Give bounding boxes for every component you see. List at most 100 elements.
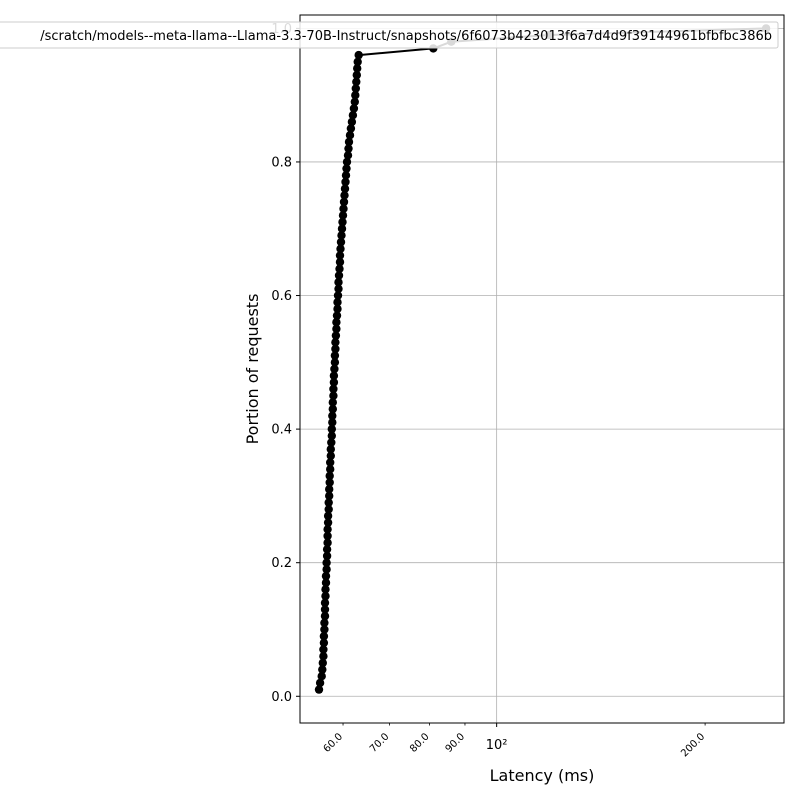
data-point bbox=[336, 244, 345, 253]
data-point bbox=[333, 304, 342, 314]
x-minor-tick-label: 200.0 bbox=[679, 731, 707, 759]
data-point bbox=[323, 538, 332, 547]
data-point bbox=[333, 291, 343, 300]
data-point bbox=[342, 157, 352, 167]
data-point bbox=[340, 184, 350, 193]
data-point bbox=[328, 411, 337, 420]
legend: /scratch/models--meta-llama--Llama-3.3-7… bbox=[0, 21, 779, 49]
data-point bbox=[329, 371, 339, 380]
data-point bbox=[339, 197, 349, 207]
data-point bbox=[322, 565, 331, 574]
x-minor-tick-label: 60.0 bbox=[322, 731, 346, 755]
y-axis-ticks: 0.00.20.40.60.81.0 bbox=[271, 22, 300, 705]
data-point bbox=[345, 131, 355, 140]
y-tick-label: 0.4 bbox=[271, 423, 292, 438]
data-point bbox=[352, 70, 361, 80]
data-point bbox=[325, 485, 334, 494]
data-point bbox=[332, 318, 341, 327]
data-point bbox=[326, 465, 335, 474]
data-point bbox=[341, 177, 350, 187]
data-point bbox=[344, 144, 353, 153]
data-point bbox=[334, 278, 343, 287]
y-tick-label: 0.6 bbox=[271, 289, 292, 304]
data-point bbox=[340, 191, 349, 200]
data-point bbox=[318, 665, 327, 674]
data-point bbox=[320, 605, 330, 614]
data-point bbox=[330, 351, 340, 360]
data-point bbox=[323, 511, 333, 521]
data-point bbox=[335, 257, 345, 267]
data-point bbox=[335, 264, 344, 273]
data-point bbox=[347, 117, 357, 127]
data-point bbox=[326, 458, 335, 467]
data-point bbox=[328, 404, 337, 414]
data-point bbox=[328, 418, 337, 427]
data-point bbox=[332, 324, 341, 334]
data-point bbox=[326, 451, 335, 460]
data-point bbox=[352, 77, 361, 87]
legend-box bbox=[0, 21, 779, 49]
data-point bbox=[331, 338, 340, 347]
data-point bbox=[327, 424, 336, 434]
data-point bbox=[320, 625, 329, 634]
data-point bbox=[321, 591, 330, 601]
data-point bbox=[326, 445, 335, 454]
data-point bbox=[318, 658, 327, 668]
data-point bbox=[322, 558, 331, 567]
data-point bbox=[324, 498, 333, 507]
data-point bbox=[344, 137, 354, 147]
data-point bbox=[331, 331, 341, 340]
data-point bbox=[324, 505, 333, 514]
data-point bbox=[327, 438, 336, 447]
data-point bbox=[332, 311, 342, 320]
x-axis-ticks: 10² 60.0 70.0 80.0 90.0 200.0 bbox=[322, 723, 707, 759]
data-point bbox=[323, 525, 332, 534]
data-point bbox=[342, 164, 351, 173]
data-point bbox=[337, 231, 346, 240]
data-point bbox=[325, 478, 334, 487]
data-point bbox=[351, 84, 360, 93]
plot-area bbox=[300, 15, 784, 723]
data-point bbox=[321, 585, 330, 594]
data-point bbox=[338, 211, 348, 220]
data-point bbox=[320, 598, 330, 607]
data-point bbox=[328, 398, 337, 407]
data-point bbox=[321, 571, 331, 581]
data-point bbox=[346, 124, 356, 133]
y-tick-label: 0.2 bbox=[271, 556, 292, 571]
data-point bbox=[329, 378, 339, 387]
data-point bbox=[315, 678, 325, 688]
data-point bbox=[327, 431, 336, 440]
data-point bbox=[330, 358, 340, 367]
x-major-tick-label: 10² bbox=[486, 738, 508, 753]
data-point bbox=[353, 57, 362, 66]
x-minor-tick-label: 70.0 bbox=[368, 731, 392, 755]
data-point bbox=[323, 531, 332, 541]
x-minor-tick-label: 80.0 bbox=[408, 731, 432, 755]
plot-frame bbox=[299, 14, 785, 724]
data-point bbox=[341, 171, 351, 180]
data-point bbox=[350, 97, 359, 107]
data-point bbox=[322, 545, 332, 554]
data-point bbox=[323, 518, 333, 527]
data-point bbox=[317, 672, 326, 681]
data-point bbox=[335, 251, 345, 260]
data-point bbox=[333, 298, 342, 307]
data-point bbox=[336, 237, 346, 247]
y-axis-title: Portion of requests bbox=[243, 294, 262, 445]
data-point bbox=[343, 151, 353, 160]
data-point bbox=[319, 632, 329, 641]
data-point bbox=[314, 685, 324, 694]
y-tick-label: 0.0 bbox=[271, 690, 292, 705]
data-point bbox=[339, 204, 348, 213]
legend-label: /scratch/models--meta-llama--Llama-3.3-7… bbox=[40, 29, 772, 44]
data-point bbox=[337, 224, 347, 233]
data-point bbox=[329, 384, 338, 394]
data-point bbox=[325, 471, 334, 481]
data-point bbox=[351, 91, 360, 100]
y-tick-label: 0.8 bbox=[271, 155, 292, 170]
data-point bbox=[334, 271, 344, 280]
data-point bbox=[320, 618, 329, 627]
data-point bbox=[338, 217, 347, 227]
data-point bbox=[348, 111, 358, 120]
